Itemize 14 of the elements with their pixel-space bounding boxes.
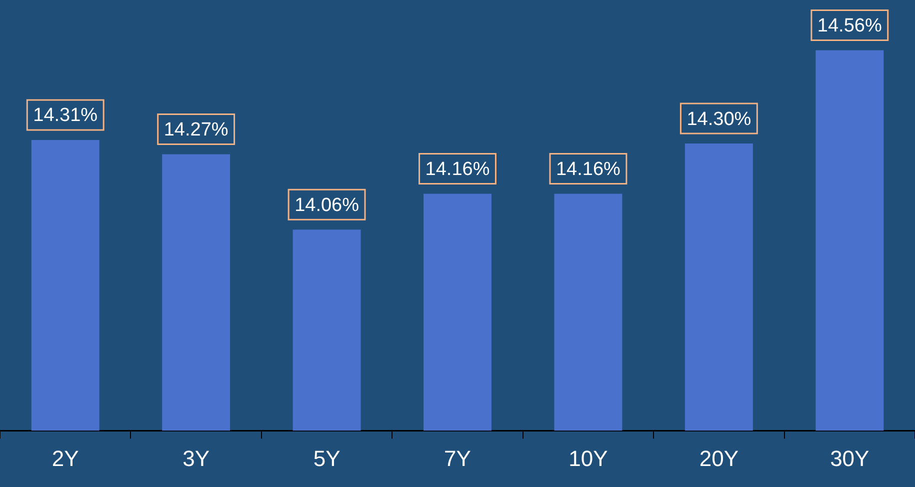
data-label: 14.30%	[686, 108, 752, 130]
x-tick-label: 2Y	[52, 446, 80, 471]
data-label: 14.06%	[294, 194, 360, 216]
data-label: 14.27%	[164, 120, 228, 141]
x-tick-label: 20Y	[699, 446, 739, 471]
x-tick-label: 30Y	[830, 446, 870, 471]
data-label: 14.56%	[817, 15, 882, 36]
x-tick-label: 5Y	[313, 446, 341, 471]
x-tick-label: 10Y	[568, 446, 608, 471]
x-tick-label: 3Y	[182, 446, 210, 471]
data-label: 14.16%	[425, 159, 490, 180]
x-tick-label: 7Y	[444, 446, 472, 471]
data-label: 14.16%	[556, 159, 621, 180]
data-label: 14.31%	[33, 105, 98, 126]
